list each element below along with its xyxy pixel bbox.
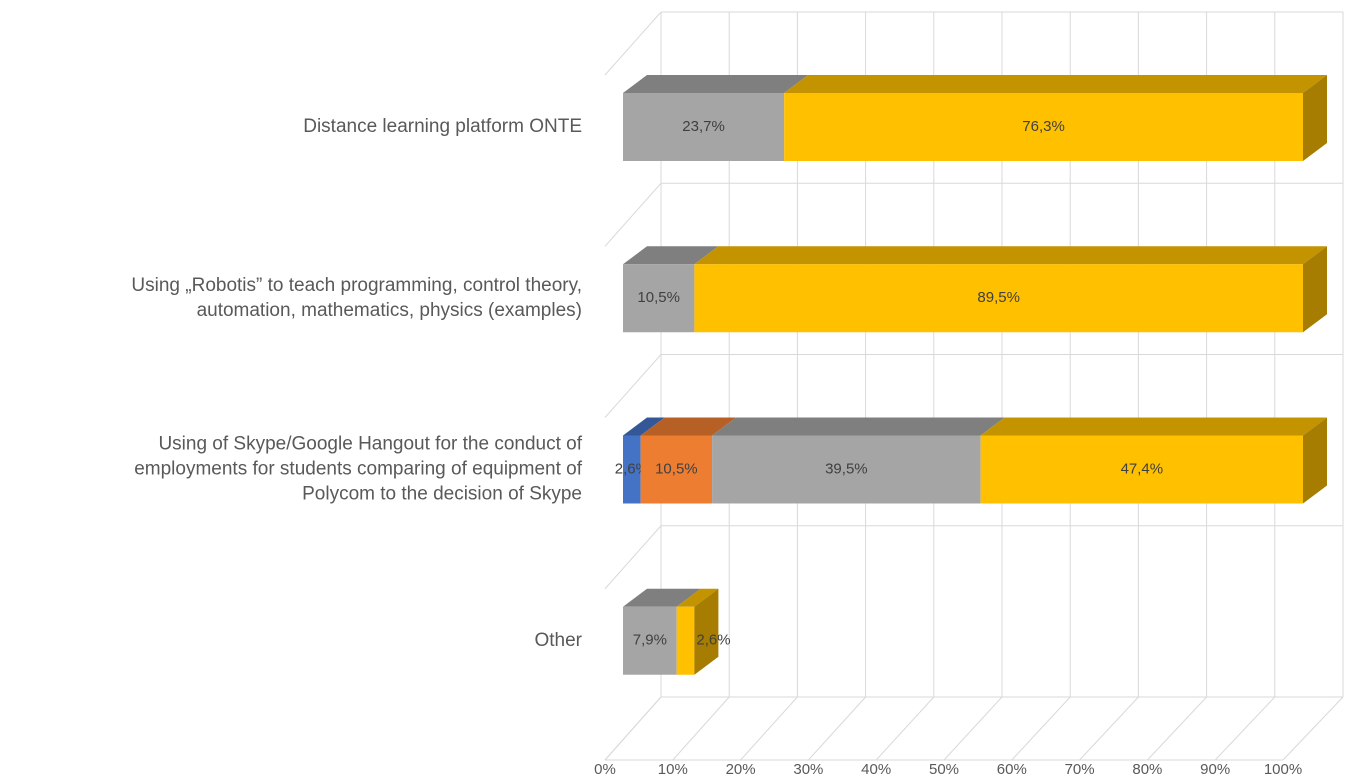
bar — [694, 264, 1303, 333]
floor-grid-line — [740, 696, 798, 761]
category-label: Using of Skype/Google Hangout for the co… — [134, 434, 583, 505]
x-tick-label: 60% — [997, 761, 1027, 778]
x-tick-label: 20% — [726, 761, 756, 778]
floor-grid-line — [1214, 696, 1276, 761]
bar-top — [640, 417, 737, 436]
bar-top — [623, 588, 701, 607]
category-label: Using „Robotis” to teach programming, co… — [131, 275, 582, 321]
bar — [676, 606, 695, 675]
floor-grid-line — [943, 696, 1003, 761]
x-tick-label: 100% — [1264, 761, 1302, 778]
bar-top — [980, 417, 1327, 436]
category-line: Other — [534, 630, 582, 651]
category-line: Distance learning platform ONTE — [303, 116, 582, 137]
bar-side — [1303, 75, 1327, 161]
side-row-line — [604, 696, 662, 761]
side-row-line — [604, 182, 662, 247]
bar — [623, 93, 785, 161]
x-tick-label: 80% — [1132, 761, 1162, 778]
x-tick-label: 30% — [793, 761, 823, 778]
value-label: 76,3% — [1022, 118, 1065, 135]
floor-grid-line — [1011, 696, 1071, 761]
bar — [784, 93, 1303, 161]
value-label: 47,4% — [1121, 460, 1164, 477]
floor-grid-line — [1282, 696, 1344, 761]
bar — [980, 435, 1303, 504]
value-label: 39,5% — [825, 460, 868, 477]
bar — [623, 435, 641, 504]
floor-grid-line — [875, 696, 935, 761]
value-label: 10,5% — [637, 289, 680, 306]
category-line: automation, mathematics, physics (exampl… — [197, 300, 582, 321]
value-label: 2,6% — [696, 632, 730, 649]
floor-grid-line — [808, 696, 866, 761]
value-label: 10,5% — [655, 460, 698, 477]
bar — [712, 435, 981, 504]
bar-top — [712, 417, 1005, 436]
bar-top — [784, 75, 1327, 93]
side-row-line — [604, 525, 662, 590]
bar-side — [694, 588, 719, 675]
bar-top — [676, 588, 719, 607]
bar — [640, 435, 713, 504]
value-label: 23,7% — [682, 118, 725, 135]
value-label: 7,9% — [633, 632, 667, 649]
value-label: 2,6% — [615, 460, 649, 477]
x-tick-label: 40% — [861, 761, 891, 778]
bar-top — [623, 75, 809, 93]
bar-top — [694, 246, 1327, 265]
category-line: Using „Robotis” to teach programming, co… — [131, 275, 582, 296]
bar — [623, 606, 677, 675]
category-line: employments for students comparing of eq… — [134, 459, 583, 480]
floor-grid-line — [672, 696, 730, 761]
category-label: Other — [534, 630, 582, 651]
floor-grid-line — [1147, 696, 1207, 761]
bar — [623, 264, 695, 333]
x-tick-label: 10% — [658, 761, 688, 778]
x-tick-label: 0% — [594, 761, 616, 778]
x-tick-label: 50% — [929, 761, 959, 778]
bar-top — [623, 417, 665, 436]
category-line: Using of Skype/Google Hangout for the co… — [158, 434, 582, 455]
category-label: Distance learning platform ONTE — [303, 116, 582, 137]
value-label: 89,5% — [977, 289, 1020, 306]
x-tick-label: 90% — [1200, 761, 1230, 778]
bar-side — [1303, 417, 1327, 504]
side-row-line — [604, 354, 662, 418]
floor-grid-line — [1079, 696, 1139, 761]
bar-top — [623, 246, 719, 265]
category-line: Polycom to the decision of Skype — [302, 484, 582, 505]
x-tick-label: 70% — [1065, 761, 1095, 778]
bar-side — [1303, 246, 1327, 333]
side-row-line — [604, 11, 662, 76]
